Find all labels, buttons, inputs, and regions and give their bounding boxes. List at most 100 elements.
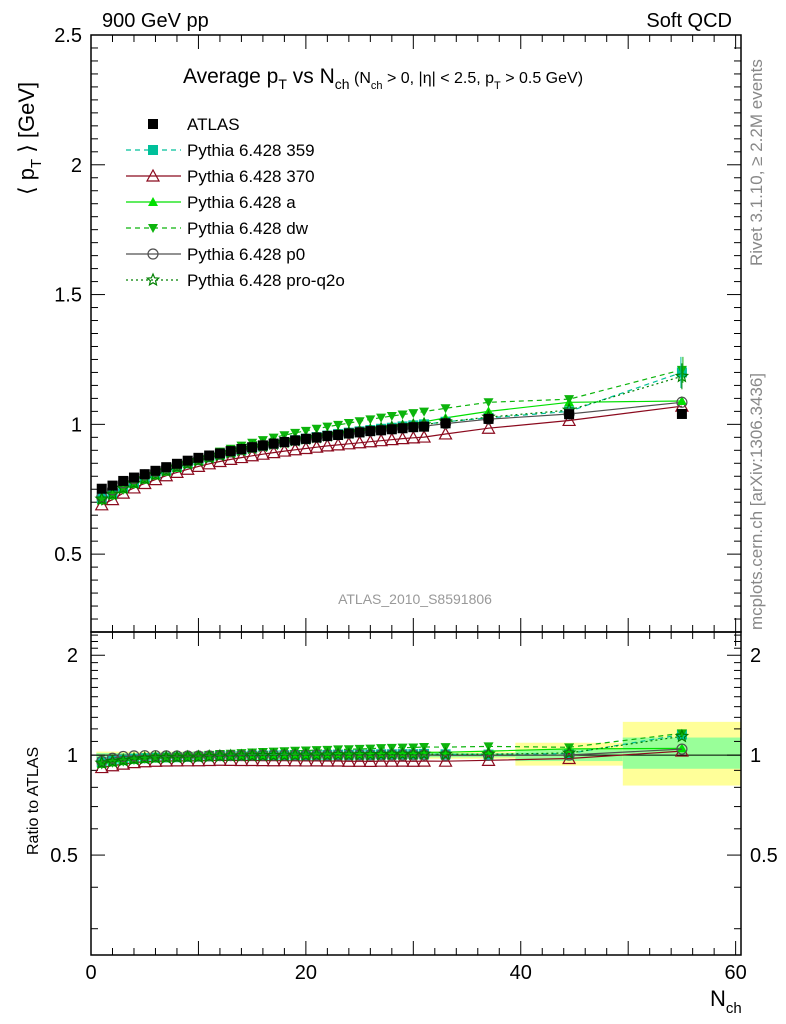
atlas-point [333, 429, 344, 440]
atlas-point [290, 435, 301, 446]
series-3-point [440, 404, 451, 414]
series-1-point [406, 430, 421, 444]
ratio-4-point [117, 750, 129, 763]
series-1-point [288, 442, 303, 456]
ratio-4-point [386, 749, 398, 761]
atlas-point [676, 408, 687, 419]
series-1-point [341, 436, 356, 450]
atlas-point [365, 426, 376, 437]
ratio-y-axis-label: Ratio to ATLAS [25, 747, 42, 855]
series-3-point [419, 407, 430, 417]
ratio-5-point [438, 746, 453, 761]
ratio-y-tick-label: 0.5 [50, 845, 78, 867]
header-right: Soft QCD [646, 10, 732, 32]
header-left: 900 GeV pp [102, 10, 209, 32]
series-3-point [333, 420, 344, 430]
ratio-1-point [298, 753, 313, 767]
atlas-point [96, 483, 107, 494]
atlas-point [279, 436, 290, 447]
series-1-point [191, 459, 206, 472]
ratio-5-point [116, 752, 131, 767]
legend-label-1: Pythia 6.428 370 [187, 167, 315, 186]
ratio-3-point [96, 760, 107, 770]
series-1-point [363, 434, 378, 448]
ratio-4-point [676, 743, 688, 755]
legend-label-atlas: ATLAS [187, 115, 240, 134]
atlas-point [193, 452, 204, 463]
atlas-point [440, 418, 451, 429]
ratio-5-point [191, 749, 206, 764]
ratio-5-point [481, 746, 496, 761]
ratio-1-point [352, 753, 367, 767]
legend-marker-atlas [148, 119, 158, 129]
y-tick-label: 1 [71, 414, 82, 436]
atlas-point [322, 431, 333, 442]
series-1-point [438, 426, 453, 440]
legend-label-4: Pythia 6.428 p0 [187, 245, 305, 264]
series-1-point [255, 446, 270, 460]
atlas-point [354, 427, 365, 438]
legend-label-2: Pythia 6.428 a [187, 193, 296, 212]
series-1-point [266, 445, 281, 459]
legend-label-5: Pythia 6.428 pro-q2o [187, 271, 345, 290]
series-3-point [386, 412, 397, 422]
ratio-3-point [118, 757, 129, 767]
series-lines [101, 369, 683, 506]
ratio-3-point [676, 729, 687, 739]
atlas-point [300, 433, 311, 444]
atlas-point [204, 450, 215, 461]
ratio-1-point [438, 753, 453, 767]
ratio-3-point [214, 750, 225, 760]
legend-label-3: Pythia 6.428 dw [187, 219, 309, 238]
series-1-point [331, 437, 346, 451]
series-line-5 [101, 375, 683, 500]
ratio-5-point [561, 745, 577, 760]
series-1-point [384, 432, 399, 446]
ratio-y-tick-label-right: 2 [750, 645, 761, 667]
series-3-point [564, 395, 575, 405]
ratio-1-point [341, 754, 356, 767]
atlas-point [311, 432, 322, 443]
x-tick-label: 40 [510, 962, 532, 984]
atlas-point [150, 465, 161, 476]
ratio-plot [91, 728, 741, 774]
ratio-1-point [363, 754, 378, 767]
series-1-point [202, 456, 217, 470]
ratio-4-point [407, 749, 419, 761]
series-1-point [417, 429, 432, 443]
series-5-point [115, 480, 131, 495]
atlas-point [214, 448, 225, 459]
series-1-point [277, 443, 292, 457]
atlas-point [343, 428, 354, 439]
ratio-1-point [374, 753, 389, 767]
analysis-label: ATLAS_2010_S8591806 [338, 591, 492, 607]
ratio-y-tick-label: 1 [67, 745, 78, 767]
plot-title: Average pT vs Nch (Nch > 0, |η| < 2.5, p… [183, 65, 583, 92]
ratio-3-point [279, 747, 290, 757]
ratio-4-point [375, 749, 387, 761]
ratio-5-point [105, 753, 120, 768]
y-tick-label: 1.5 [54, 285, 82, 307]
ratio-4-point [128, 750, 140, 762]
series-5-point [94, 491, 110, 506]
legend-marker-0 [148, 145, 158, 155]
ratio-5-point [363, 747, 378, 761]
series-4-point [676, 396, 688, 408]
series-1-point [298, 441, 313, 455]
x-tick-label: 0 [85, 962, 96, 984]
legend-marker-5 [145, 272, 161, 287]
axis-ticks: 0 20 40 60 0.5 1 1.5 2 2.5 0.5 0.5 1 1 2 2 [50, 25, 778, 984]
atlas-point [247, 442, 258, 453]
ratio-band-inner-2 [622, 737, 741, 769]
atlas-point [376, 425, 387, 436]
rivet-label: Rivet 3.1.10, ≥ 2.2M events [747, 59, 766, 266]
series-2-point [676, 395, 687, 405]
atlas-point [118, 475, 129, 486]
atlas-point [257, 440, 268, 451]
series-3-point [311, 424, 322, 434]
atlas-point [564, 409, 575, 420]
ratio-1-point [417, 753, 432, 767]
ratio-4-point [418, 749, 430, 761]
atlas-point [107, 480, 118, 491]
series-1-point [212, 454, 227, 468]
